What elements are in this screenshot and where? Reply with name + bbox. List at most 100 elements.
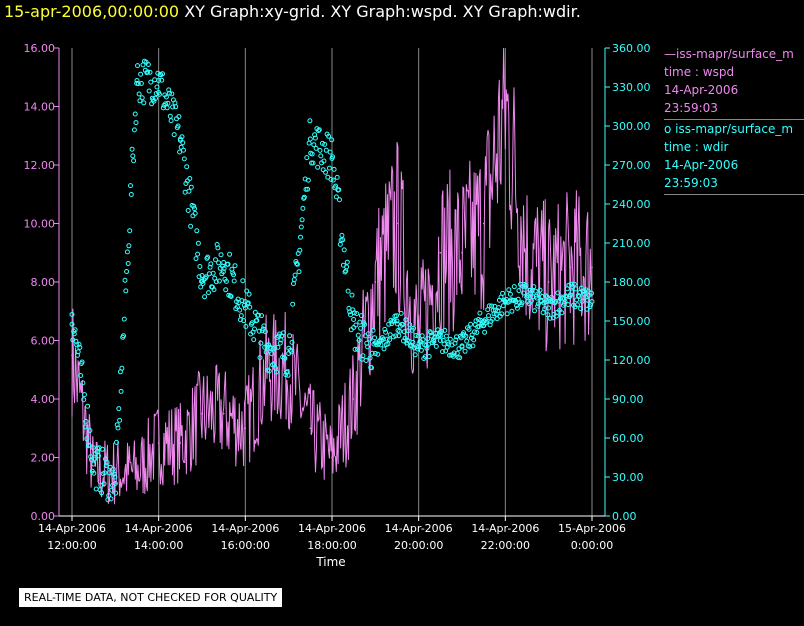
wdir-point	[309, 151, 315, 157]
x-tick-time: 12:00:00	[47, 539, 96, 552]
wdir-point	[187, 176, 193, 181]
wdir-point	[535, 303, 541, 309]
wdir-point	[534, 295, 540, 301]
wdir-point	[358, 325, 364, 331]
wdir-point	[344, 259, 350, 265]
wspd-point	[136, 471, 138, 473]
wdir-point	[76, 341, 82, 347]
wdir-point	[239, 298, 245, 304]
wdir-anchor-point	[502, 299, 508, 304]
wdir-point	[461, 330, 467, 336]
wdir-point	[190, 213, 196, 219]
wdir-point	[337, 241, 343, 247]
wdir-point	[527, 287, 533, 293]
wdir-point	[86, 442, 92, 448]
wdir-point	[202, 294, 208, 300]
quality-notice: REAL-TIME DATA, NOT CHECKED FOR QUALITY	[19, 588, 283, 607]
wdir-point	[537, 287, 543, 293]
wdir-point	[466, 326, 472, 332]
wdir-point	[500, 290, 506, 296]
wdir-point	[526, 301, 532, 307]
wdir-point	[348, 312, 353, 318]
wdir-point	[397, 328, 403, 334]
wdir-anchor-point	[264, 344, 270, 350]
wdir-point	[529, 288, 535, 294]
wdir-anchor-point	[156, 78, 162, 83]
wdir-point	[213, 257, 218, 263]
wdir-point	[418, 347, 424, 353]
wdir-point	[315, 164, 321, 170]
wdir-point	[351, 317, 357, 322]
wdir-point	[116, 406, 122, 412]
right-y-tick-label: 180.00	[612, 276, 651, 289]
wdir-point	[195, 251, 201, 257]
wdir-point	[163, 94, 169, 100]
wdir-point	[407, 322, 413, 328]
wdir-point	[428, 330, 434, 336]
legend-entry-wdir: o iss-mapr/surface_m time : wdir 14-Apr-…	[664, 120, 804, 195]
x-tick-time: 22:00:00	[481, 539, 530, 552]
wdir-point	[287, 333, 293, 339]
wdir-point	[93, 486, 99, 492]
wdir-anchor-point	[372, 351, 378, 356]
wspd-point	[547, 281, 550, 283]
wdir-point	[185, 208, 191, 213]
wdir-anchor-point	[199, 273, 205, 278]
wspd-point	[309, 427, 312, 430]
wdir-point	[206, 271, 212, 277]
wdir-point	[195, 240, 201, 246]
wdir-point	[181, 147, 186, 153]
wdir-point	[345, 288, 351, 294]
wdir-point	[96, 453, 101, 459]
wdir-point	[273, 369, 279, 375]
x-tick-date: 14-Apr-2006	[298, 522, 366, 535]
wdir-point	[181, 156, 187, 162]
x-tick-time: 20:00:00	[394, 539, 443, 552]
wdir-point	[357, 319, 363, 325]
left-y-ticks: 0.00 2.00 4.00 6.00 8.00 10.00 12.00 14.00 16.00	[24, 42, 59, 523]
wdir-point	[333, 194, 339, 200]
x-tick-time: 14:00:00	[134, 539, 183, 552]
wdir-point	[135, 63, 140, 69]
wdir-point	[367, 355, 373, 361]
wdir-point	[81, 397, 87, 403]
wdir-point	[470, 343, 476, 349]
wdir-point	[457, 355, 463, 361]
wdir-point	[514, 303, 520, 309]
wdir-point	[294, 261, 300, 267]
wdir-point	[197, 264, 203, 269]
wdir-point	[532, 308, 537, 314]
wdir-point	[366, 336, 372, 342]
wdir-point	[110, 466, 116, 472]
wdir-point	[467, 344, 473, 350]
wdir-point	[80, 380, 86, 386]
wdir-point	[282, 355, 288, 361]
legend-entry-wspd: —iss-mapr/surface_m time : wspd 14-Apr-2…	[664, 45, 804, 120]
wdir-point	[414, 344, 420, 350]
wspd-series	[71, 47, 593, 505]
wdir-point	[154, 84, 160, 90]
x-tick-time: 16:00:00	[221, 539, 270, 552]
wspd-point	[244, 427, 247, 430]
wdir-point	[387, 337, 392, 343]
wdir-point	[138, 81, 144, 86]
wdir-point	[82, 392, 87, 398]
graph-title: 15-apr-2006,00:00:00 XY Graph:xy-grid. X…	[4, 2, 581, 21]
wdir-point	[223, 287, 229, 293]
wdir-point	[390, 334, 396, 340]
wdir-point	[539, 294, 545, 299]
wdir-point	[291, 277, 297, 283]
wdir-point	[164, 105, 170, 111]
wdir-point	[574, 297, 580, 303]
wdir-point	[109, 487, 115, 493]
wdir-point	[471, 337, 477, 343]
left-y-tick-label: 4.00	[31, 393, 56, 406]
wdir-point	[323, 169, 328, 175]
wdir-point	[196, 274, 202, 280]
wdir-point	[301, 194, 307, 200]
wdir-point	[169, 91, 175, 97]
wdir-point	[285, 372, 291, 378]
wdir-point	[203, 274, 209, 280]
wdir-point	[571, 281, 577, 287]
